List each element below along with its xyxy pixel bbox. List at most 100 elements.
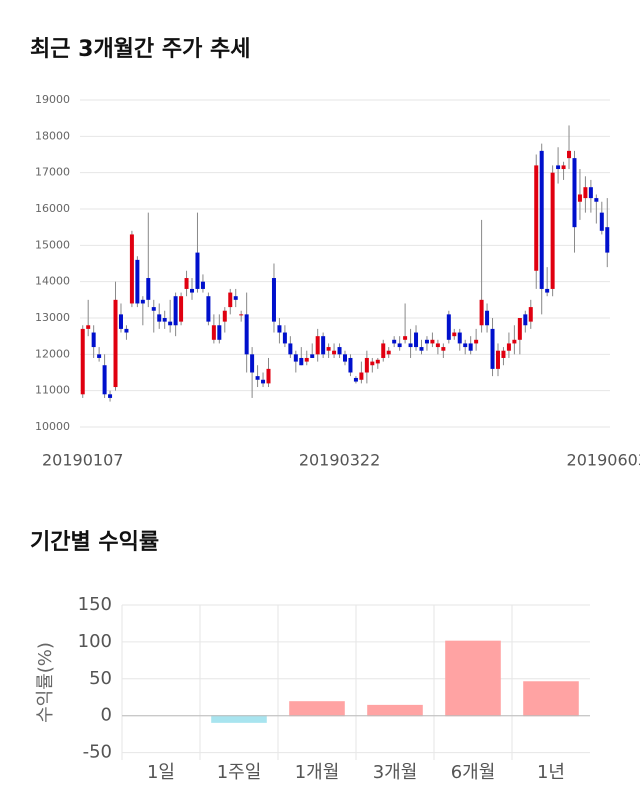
candle-body bbox=[495, 350, 500, 369]
candle-body bbox=[315, 336, 320, 355]
y-axis-label: 수익률(%) bbox=[35, 642, 56, 723]
candle-body bbox=[424, 339, 429, 344]
candle-body bbox=[490, 328, 495, 369]
candle-body bbox=[282, 332, 287, 344]
candle-body bbox=[364, 357, 369, 373]
candle-body bbox=[157, 314, 162, 322]
candle-body bbox=[97, 354, 102, 358]
candle-body bbox=[539, 150, 544, 289]
bar bbox=[211, 715, 267, 723]
candle-body bbox=[332, 350, 337, 355]
candle-body bbox=[386, 350, 391, 355]
candle-body bbox=[441, 347, 446, 351]
candle-body bbox=[244, 314, 249, 355]
candle-body bbox=[80, 328, 85, 395]
y-tick-label: 11000 bbox=[35, 384, 70, 397]
candle-body bbox=[430, 339, 435, 344]
candle-body bbox=[288, 343, 293, 355]
candle-body bbox=[501, 350, 506, 358]
candle-body bbox=[517, 318, 522, 340]
candle-body bbox=[392, 339, 397, 344]
x-tick-label: 20190107 bbox=[42, 451, 123, 470]
bar bbox=[367, 704, 423, 717]
candle-body bbox=[599, 212, 604, 231]
x-tick-label: 1주일 bbox=[217, 762, 262, 783]
y-tick-label: 0 bbox=[101, 705, 112, 726]
candle-body bbox=[479, 299, 484, 326]
candle-body bbox=[561, 165, 566, 170]
candle-body bbox=[353, 377, 358, 382]
candle-body bbox=[108, 394, 113, 398]
candle-body bbox=[348, 357, 353, 373]
x-tick-label: 20190603 bbox=[567, 451, 640, 470]
y-tick-label: 12000 bbox=[35, 347, 70, 360]
candle-body bbox=[146, 278, 151, 300]
bar bbox=[445, 640, 501, 717]
candle-body bbox=[474, 339, 479, 344]
y-tick-label: 17000 bbox=[35, 166, 70, 179]
bar bbox=[289, 701, 345, 717]
candle-body bbox=[337, 347, 342, 355]
candle-body bbox=[556, 165, 561, 170]
bar bbox=[523, 681, 579, 717]
candle-body bbox=[588, 187, 593, 199]
candle-body bbox=[506, 343, 511, 351]
candle-body bbox=[211, 325, 216, 340]
candle-body bbox=[370, 361, 375, 366]
candle-body bbox=[217, 325, 222, 340]
candle-body bbox=[261, 379, 266, 384]
candle-body bbox=[250, 354, 255, 373]
x-tick-label: 1일 bbox=[147, 762, 175, 783]
chart-title: 기간별 수익률 bbox=[30, 530, 159, 555]
candle-body bbox=[419, 347, 424, 351]
y-tick-label: 10000 bbox=[35, 420, 70, 433]
candle-body bbox=[222, 310, 227, 322]
y-tick-label: 13000 bbox=[35, 311, 70, 324]
candle-body bbox=[594, 198, 599, 202]
candle-body bbox=[485, 310, 490, 326]
candle-body bbox=[162, 318, 167, 322]
candle-body bbox=[343, 354, 347, 362]
candle-body bbox=[190, 288, 195, 293]
y-tick-label: 15000 bbox=[35, 238, 70, 251]
candle-body bbox=[326, 347, 331, 351]
candle-body bbox=[414, 332, 419, 348]
y-tick-label: 18000 bbox=[35, 129, 70, 142]
y-tick-label: 100 bbox=[78, 631, 112, 652]
y-tick-label: 19000 bbox=[35, 93, 70, 106]
candle-body bbox=[179, 296, 184, 322]
candle-body bbox=[118, 314, 123, 329]
candle-body bbox=[397, 343, 402, 348]
candle-body bbox=[550, 172, 555, 289]
candle-body bbox=[528, 307, 533, 322]
candle-body bbox=[359, 372, 364, 380]
candle-body bbox=[452, 332, 457, 337]
candle-body bbox=[435, 343, 440, 348]
candle-body bbox=[446, 314, 451, 340]
candle-body bbox=[512, 339, 517, 344]
candle-body bbox=[457, 332, 462, 344]
candle-body bbox=[468, 343, 473, 351]
candle-body bbox=[129, 234, 134, 304]
candle-body bbox=[408, 343, 413, 348]
candle-body bbox=[184, 278, 189, 289]
candle-body bbox=[572, 158, 577, 228]
candle-body bbox=[375, 359, 380, 364]
candle-body bbox=[255, 376, 260, 380]
candle-body bbox=[151, 307, 156, 311]
candle-body bbox=[140, 299, 145, 304]
y-tick-label: 14000 bbox=[35, 275, 70, 288]
candle-body bbox=[304, 357, 309, 362]
candle-body bbox=[195, 252, 200, 289]
candle-body bbox=[381, 343, 386, 358]
candle-body bbox=[124, 328, 129, 333]
candle-body bbox=[113, 299, 118, 388]
candle-body bbox=[577, 194, 582, 202]
candle-body bbox=[277, 325, 282, 333]
candle-body bbox=[321, 336, 326, 355]
candle-body bbox=[168, 321, 173, 326]
x-tick-label: 3개월 bbox=[373, 762, 418, 783]
candle-body bbox=[200, 281, 205, 289]
candle-body bbox=[86, 325, 91, 329]
